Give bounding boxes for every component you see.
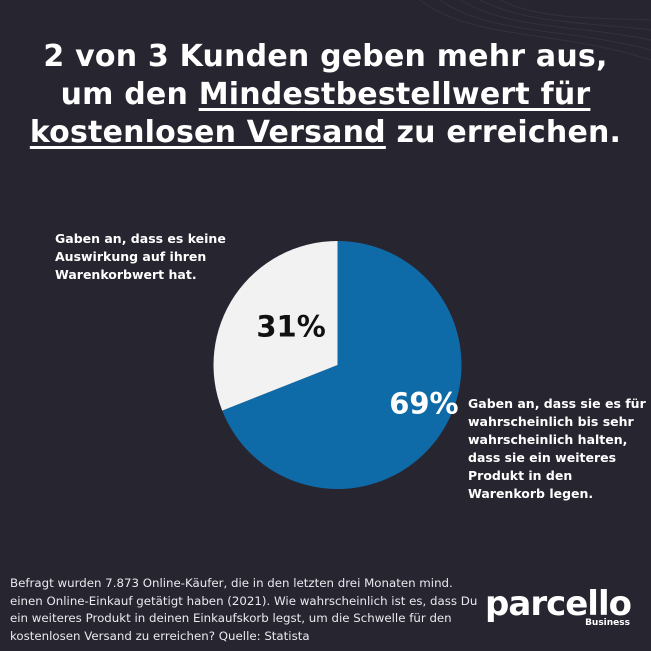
source-note: Befragt wurden 7.873 Online-Käufer, die …: [10, 576, 478, 643]
pie-slice-69: [222, 241, 462, 489]
pie-chart: 69% 31%: [213, 241, 462, 489]
annotation-likely: Gaben an, dass sie es für wahrscheinlich…: [468, 396, 646, 501]
title-line-1: 2 von 3 Kunden geben mehr aus,: [43, 39, 608, 74]
title-highlight-1: Mindestbestellwert für: [198, 77, 591, 112]
title-line-2: um den Mindestbestellwert für: [0, 76, 651, 114]
annotation-no-effect: Gaben an, dass es keine Auswirkung auf i…: [55, 231, 226, 282]
title-line-2-prefix: um den: [60, 77, 199, 112]
brand-logo: parcello Business: [478, 586, 638, 628]
pie-label-69: 69%: [389, 386, 458, 420]
title-line-3: kostenlosen Versand zu erreichen.: [0, 114, 651, 152]
title-line-3-suffix: zu erreichen.: [385, 115, 622, 150]
page-title: 2 von 3 Kunden geben mehr aus, um den Mi…: [0, 38, 651, 152]
logo-subtitle: Business: [585, 618, 630, 628]
title-highlight-2: kostenlosen Versand: [29, 115, 386, 150]
pie-label-31: 31%: [256, 310, 325, 344]
logo-wordmark: parcello: [485, 584, 632, 624]
pie-slice-31: [213, 241, 338, 411]
